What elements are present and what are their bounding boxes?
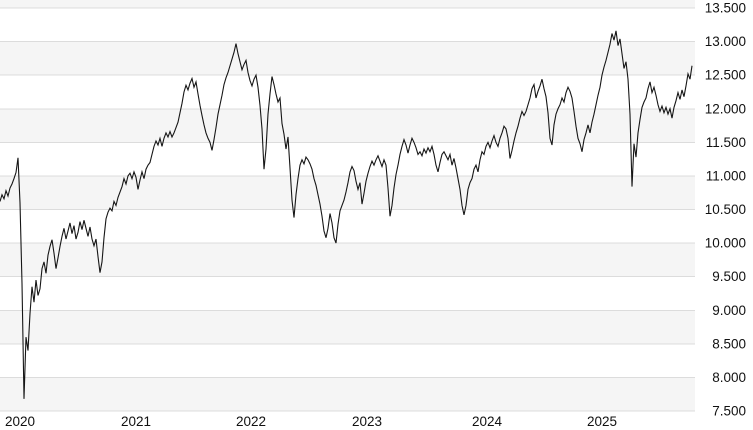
x-axis-tick-label: 2025 xyxy=(587,414,617,429)
y-axis-tick-label: 9.000 xyxy=(712,303,746,318)
y-axis-tick-label: 11.500 xyxy=(706,135,746,150)
x-axis-tick-label: 2022 xyxy=(236,414,266,429)
plot-band xyxy=(0,310,695,344)
y-axis-tick-label: 13.500 xyxy=(705,1,746,16)
plot-band xyxy=(0,8,695,42)
y-axis-tick-label: 8.000 xyxy=(712,370,746,385)
y-axis-tick-label: 7.500 xyxy=(712,404,746,419)
plot-band xyxy=(0,75,695,109)
plot-band xyxy=(0,276,695,311)
y-axis-tick-label: 8.500 xyxy=(712,336,746,351)
plot-band xyxy=(0,41,695,76)
plot-band xyxy=(0,142,695,176)
price-line[interactable] xyxy=(0,30,693,399)
y-axis-tick-label: 11.000 xyxy=(706,168,746,183)
x-axis-tick-label: 2024 xyxy=(472,414,503,429)
plot-band xyxy=(0,343,695,378)
y-axis-tick-label: 13.000 xyxy=(705,34,746,49)
y-axis-tick-label: 12.000 xyxy=(705,101,746,116)
y-axis-tick-label: 10.500 xyxy=(705,202,746,217)
plot-band xyxy=(0,0,695,8)
y-axis-tick-label: 10.000 xyxy=(705,236,746,251)
y-axis-tick-label: 9.500 xyxy=(712,269,746,284)
x-axis-tick-label: 2023 xyxy=(352,414,382,429)
y-axis-tick-label: 12.500 xyxy=(705,68,746,83)
plot-band xyxy=(0,108,695,143)
plot-band xyxy=(0,209,695,244)
x-axis-tick-label: 2020 xyxy=(5,414,35,429)
x-axis-tick-label: 2021 xyxy=(121,414,151,429)
plot-band xyxy=(0,243,695,277)
plot-band xyxy=(0,175,695,210)
plot-band xyxy=(0,377,695,411)
